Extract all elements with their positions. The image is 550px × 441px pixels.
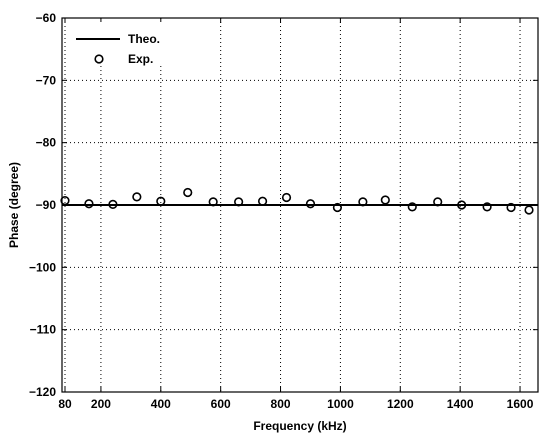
data-series	[60, 187, 538, 215]
y-tick-label: −100	[29, 260, 56, 274]
exp-data-point	[234, 197, 244, 207]
exp-data-point	[482, 202, 492, 212]
x-tick-label: 1400	[447, 397, 474, 411]
exp-data-point	[305, 199, 316, 209]
y-axis-title: Phase (degree)	[7, 162, 21, 248]
y-tick-label: −120	[29, 385, 56, 399]
x-tick-label: 1200	[387, 397, 414, 411]
x-tick-label: 400	[151, 397, 171, 411]
exp-data-point	[257, 196, 268, 206]
exp-data-point	[407, 202, 417, 212]
exp-data-point	[156, 196, 166, 206]
x-tick-label: 1000	[327, 397, 354, 411]
exp-data-point	[457, 200, 467, 210]
y-tick-label: −60	[36, 11, 57, 25]
exp-data-point	[332, 202, 343, 213]
exp-data-point	[108, 199, 118, 209]
legend-theo-label: Theo.	[128, 32, 160, 46]
exp-data-point	[132, 192, 142, 202]
tick-labels: 80 200 400 600 800 1000 1200 1400 1600 −60 −70 −80 −…	[29, 11, 534, 411]
exp-data-point	[380, 195, 390, 205]
legend-exp-marker-sample	[94, 54, 104, 64]
x-tick-label: 600	[211, 397, 231, 411]
exp-data-point	[183, 187, 193, 198]
exp-data-point	[208, 197, 218, 207]
legend-exp-label: Exp.	[128, 52, 153, 66]
exp-data-point	[506, 202, 516, 213]
exp-data-point	[84, 199, 94, 209]
x-tick-label: 200	[91, 397, 111, 411]
y-tick-label: −90	[36, 198, 57, 212]
exp-data-point	[60, 196, 70, 206]
x-tick-label: 80	[58, 397, 72, 411]
y-tick-label: −110	[30, 323, 57, 337]
legend-box	[66, 22, 186, 64]
y-tick-label: −70	[36, 73, 57, 87]
exp-data-point	[524, 205, 534, 215]
exp-data-point	[281, 192, 292, 203]
x-tick-label: 800	[271, 397, 291, 411]
x-tick-label: 1600	[507, 397, 534, 411]
exp-data-point	[433, 197, 443, 207]
exp-data-point	[358, 197, 368, 207]
x-axis-title: Frequency (kHz)	[253, 419, 346, 433]
legend: Theo. Exp.	[66, 22, 186, 66]
y-tick-label: −80	[36, 136, 57, 150]
